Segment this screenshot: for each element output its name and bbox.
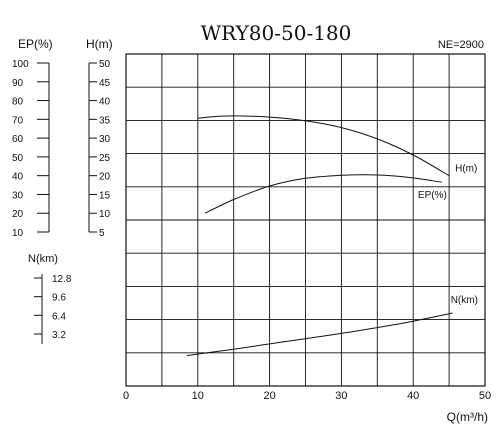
n-axis-label: N(km) xyxy=(28,253,58,265)
h-tick-label: 45 xyxy=(99,78,111,89)
h-tick-label: 5 xyxy=(99,228,105,239)
series-line-1 xyxy=(204,174,442,214)
n-tick-label: 6.4 xyxy=(52,311,66,322)
h-tick-label: 50 xyxy=(99,59,111,70)
h-tick-label: 15 xyxy=(99,190,111,201)
n-tick-label: 9.6 xyxy=(52,293,66,304)
chart-title: WRY80-50-180 xyxy=(201,21,352,45)
ep-tick-label: 50 xyxy=(12,153,24,164)
plot-frame xyxy=(125,53,486,387)
n-tick-label: 3.2 xyxy=(52,330,66,341)
speed-label: NE=2900 xyxy=(438,39,484,51)
ep-tick-label: 10 xyxy=(12,228,24,239)
x-axis-label: Q(m³/h) xyxy=(447,410,488,424)
h-tick-label: 30 xyxy=(99,134,111,145)
x-tick-label: 40 xyxy=(407,390,419,402)
ep-tick-label: 60 xyxy=(12,134,24,145)
ep-tick-label: 40 xyxy=(12,172,24,183)
ep-tick-label: 80 xyxy=(12,97,24,108)
h-tick-label: 35 xyxy=(99,115,111,126)
ep-tick-label: 90 xyxy=(12,78,24,89)
h-tick-label: 20 xyxy=(99,172,111,183)
series-line-2 xyxy=(186,312,453,357)
left-axes: EP(%) 100 90 80 70 60 50 40 30 20 10 H(m) 50 45 40 35 30… xyxy=(12,37,113,344)
ep-tick-label: 30 xyxy=(12,190,24,201)
series-curves: H(m) EP(%) N(km) xyxy=(186,115,478,357)
series-label-1: EP(%) xyxy=(418,190,447,201)
h-axis-label: H(m) xyxy=(86,37,113,51)
h-tick-label: 25 xyxy=(99,153,111,164)
series-line-0 xyxy=(197,115,450,177)
x-tick-label: 0 xyxy=(123,390,129,402)
x-tick-label: 20 xyxy=(263,390,275,402)
ep-tick-label: 100 xyxy=(12,59,29,70)
x-axis-ticks: 0 10 20 30 40 50 xyxy=(123,390,491,402)
ep-tick-label: 70 xyxy=(12,115,24,126)
x-tick-label: 30 xyxy=(335,390,347,402)
ep-axis-label: EP(%) xyxy=(18,37,53,51)
series-label-2: N(km) xyxy=(451,295,478,306)
ep-tick-label: 20 xyxy=(12,209,24,220)
plot-grid xyxy=(126,54,485,386)
x-tick-label: 50 xyxy=(479,390,491,402)
h-tick-label: 40 xyxy=(99,97,111,108)
n-tick-label: 12.8 xyxy=(52,274,72,285)
h-tick-label: 10 xyxy=(99,209,111,220)
x-tick-label: 10 xyxy=(192,390,204,402)
series-label-0: H(m) xyxy=(455,164,477,175)
